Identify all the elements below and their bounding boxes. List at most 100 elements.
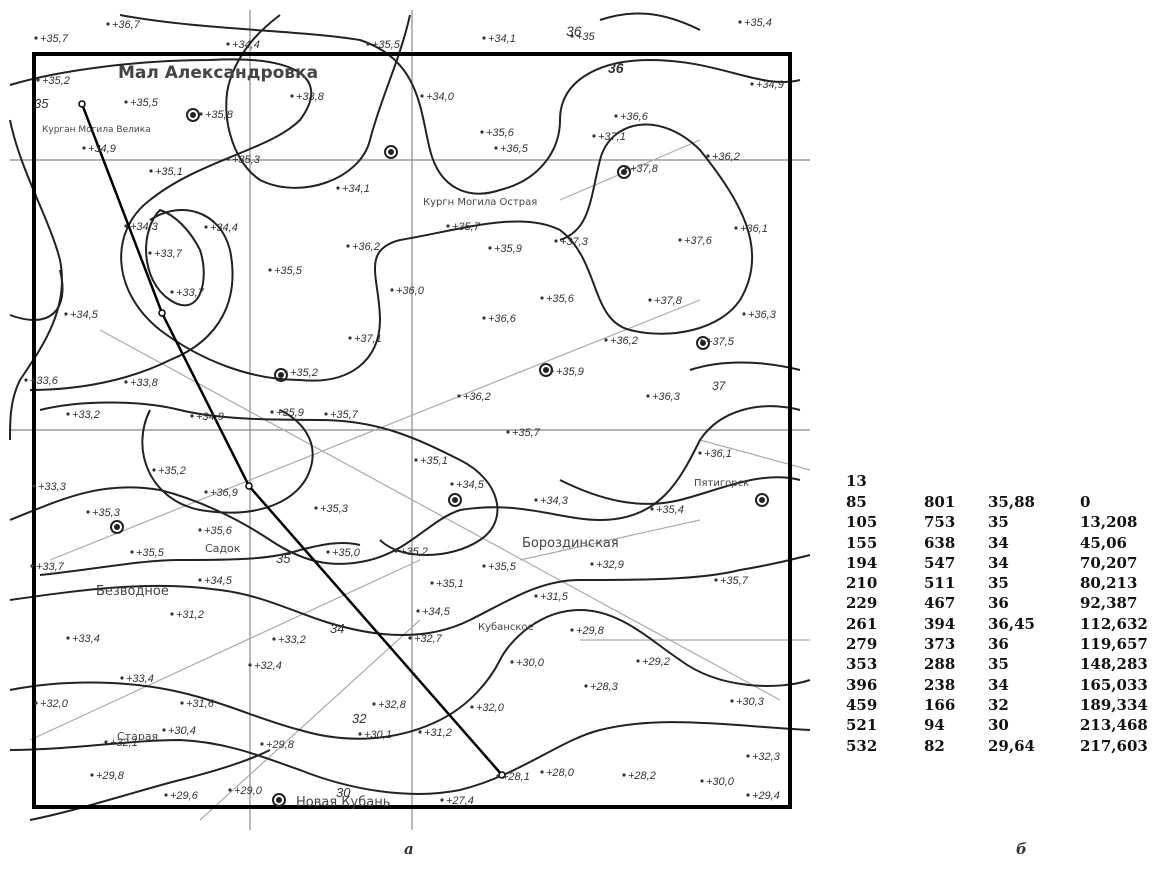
spot-height-dot (106, 22, 110, 26)
spot-height-label: +34,4 (210, 222, 238, 234)
spot-height-dot (86, 510, 90, 514)
spot-height-dot (738, 20, 742, 24)
table-cell: 288 (924, 655, 956, 674)
contour-label: 35 (34, 96, 49, 111)
table-cell: 80,213 (1080, 574, 1138, 593)
spot-height-label: +35,1 (155, 166, 183, 178)
table-cell: 210 (846, 574, 878, 593)
spot-height-dot (152, 468, 156, 472)
table-cell: 155 (846, 533, 878, 552)
spot-height-dot (646, 394, 650, 398)
spot-height-dot (416, 609, 420, 613)
table-row: 85 801 35,88 0 (846, 492, 1168, 512)
spot-height-label: +36,3 (652, 391, 681, 403)
spot-height-dot (366, 42, 370, 46)
place-label: Кубанское (478, 622, 534, 633)
table-cell: 92,387 (1080, 594, 1138, 613)
spot-height-dot (408, 636, 412, 640)
spot-height-label: +35,5 (488, 561, 517, 573)
place-label: Пятигорск (694, 478, 749, 489)
spot-height-dot (248, 663, 252, 667)
spot-height-dot (66, 412, 70, 416)
spot-height-dot (698, 451, 702, 455)
table-cell: 36 (988, 635, 1009, 654)
table-cell: 547 (924, 553, 956, 572)
spot-height-label: +35,4 (656, 504, 684, 516)
contour-lines (9, 12, 811, 821)
spot-height-dot (730, 699, 734, 703)
spot-height-label: +37,5 (706, 336, 735, 348)
spot-height-dot (260, 742, 264, 746)
spot-height-label: +36,3 (748, 309, 777, 321)
spot-height-label: +35,5 (136, 547, 165, 559)
spot-height-label: +36,1 (704, 448, 732, 460)
table-cell: 35 (988, 574, 1009, 593)
topographic-map: Мал Александровка Безводное Бороздинская… (9, 10, 811, 830)
spot-height-dot (149, 169, 153, 173)
spot-height-label: +35,6 (486, 127, 515, 139)
table-cell: 35 (988, 655, 1009, 674)
spot-height-dot (420, 94, 424, 98)
spot-height-label: +35,0 (332, 547, 361, 559)
spot-height-dot (414, 458, 418, 462)
table-row: 459 166 32 189,334 (846, 695, 1168, 715)
spot-height-dot (180, 701, 184, 705)
spot-height-dot (198, 528, 202, 532)
spot-height-label: +29,6 (170, 790, 199, 802)
spot-height-dot (82, 146, 86, 150)
spot-height-dot (358, 732, 362, 736)
spot-height-label: +35,5 (274, 265, 303, 277)
spot-height-dot (204, 225, 208, 229)
spot-height-dot (584, 684, 588, 688)
spot-height-label: +34,3 (130, 221, 159, 233)
spot-height-label: +29,8 (576, 625, 605, 637)
spot-height-dot (604, 338, 608, 342)
spot-height-dot (30, 564, 34, 568)
spot-height-dot (430, 581, 434, 585)
spot-height-label: +36,9 (210, 487, 238, 499)
spot-height-dot (34, 36, 38, 40)
spot-height-label: +32,9 (596, 559, 624, 571)
place-labels: Мал Александровка Безводное Бороздинская… (42, 63, 749, 810)
spot-height-label: +31,2 (424, 727, 452, 739)
spot-height-dot (496, 774, 500, 778)
spot-height-label: +34,5 (456, 479, 485, 491)
spot-height-dot (506, 430, 510, 434)
spot-height-dot (540, 296, 544, 300)
spot-height-dot (510, 660, 514, 664)
spot-height-dot (482, 316, 486, 320)
spot-height-dot (64, 312, 68, 316)
place-label: Бороздинская (522, 536, 619, 551)
table-cell: 35,88 (988, 493, 1035, 511)
spot-height-label: +33,7 (154, 248, 183, 260)
table-cell: 396 (846, 675, 878, 694)
spot-height-label: +34,4 (232, 39, 260, 51)
table-cell: 32 (988, 695, 1009, 714)
spot-height-label: +33,2 (72, 409, 100, 421)
spot-height-label: +28,2 (628, 770, 656, 782)
spot-height-label: +35,4 (744, 17, 772, 29)
spot-height-dot (678, 238, 682, 242)
table-cell: 70,207 (1080, 553, 1138, 572)
spot-height-label: +34,9 (756, 79, 784, 91)
spot-height-label: +27,4 (446, 795, 474, 807)
table-cell: 279 (846, 635, 878, 654)
spot-height-dot (554, 239, 558, 243)
spot-height-label: +32,4 (254, 660, 282, 672)
table-cell: 373 (924, 635, 956, 654)
table-cell: 119,657 (1080, 635, 1148, 654)
spot-height-dot (648, 298, 652, 302)
spot-height-dot (314, 506, 318, 510)
table-cell: 511 (924, 574, 956, 593)
spot-height-label: +31,5 (540, 591, 569, 603)
table-cell: 34 (988, 553, 1009, 572)
spot-height-label: +32,7 (414, 633, 443, 645)
spot-height-dot (540, 770, 544, 774)
table-cell: 35 (988, 513, 1009, 532)
spot-height-dot (104, 740, 108, 744)
table-row: 532 82 29,64 217,603 (846, 736, 1168, 756)
table-cell: 189,334 (1080, 695, 1148, 714)
spot-height-dot (590, 562, 594, 566)
spot-height-label: +36,2 (712, 151, 740, 163)
spot-height-label: +29,8 (96, 770, 125, 782)
